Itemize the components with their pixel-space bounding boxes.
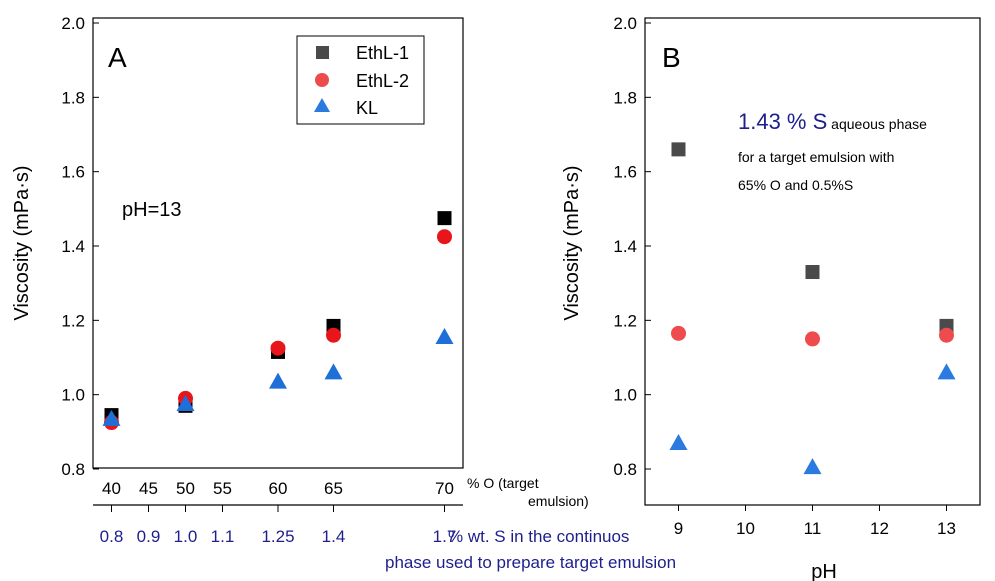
panel-a-secondary-x-label-line2: emulsion) (528, 493, 589, 509)
panel-b-annotation-line3: 65% O and 0.5%S (738, 177, 853, 193)
panel-a-point-ethl-1-4 (437, 211, 452, 226)
panel-a: A pH=13 Viscosity (mPa·s) % O (target em… (11, 17, 676, 572)
panel-a-x-tick-label-0.9: 0.9 (137, 527, 161, 546)
panel-a-y-tick-label-1.8: 1.8 (61, 88, 85, 107)
panel-b-point-kl-0 (669, 433, 688, 450)
panel-a-secondary-x-tick-label-40: 40 (102, 479, 121, 498)
panel-a-secondary-x-tick-label-70: 70 (435, 479, 454, 498)
panel-a-secondary-x-tick-label-50: 50 (176, 479, 195, 498)
panel-b-y-tick-label-1.4: 1.4 (613, 237, 637, 256)
legend-label-ethl2: EthL-2 (356, 71, 409, 91)
panel-a-x-tick-label-0.8: 0.8 (100, 527, 124, 546)
panel-b-annotation-big: 1.43 % S (738, 109, 827, 134)
panel-a-secondary-x-tick-label-60: 60 (269, 479, 288, 498)
legend-marker-kl (314, 98, 330, 112)
panel-b-annotation-line1: 1.43 % S aqueous phase (738, 109, 927, 134)
panel-a-y-tick-label-1.0: 1.0 (61, 386, 85, 405)
panel-b-annotation-small: aqueous phase (827, 116, 927, 132)
legend-label-ethl1: EthL-1 (356, 43, 409, 63)
panel-b-point-ethl-2-0 (671, 325, 686, 341)
panel-b-x-tick-label-13: 13 (937, 519, 956, 538)
panel-a-x-tick-label-1.1: 1.1 (211, 527, 235, 546)
panel-a-letter: A (108, 42, 127, 73)
panel-b-point-ethl-1-1 (805, 265, 820, 280)
panel-b-letter: B (662, 42, 681, 73)
panel-b-y-tick-label-1.0: 1.0 (613, 386, 637, 405)
panel-a-point-kl-4 (435, 328, 454, 345)
legend: EthL-1 EthL-2 KL (296, 35, 425, 125)
panel-a-y-tick-label-1.2: 1.2 (61, 311, 85, 330)
panel-a-point-kl-2 (269, 372, 287, 389)
panel-a-secondary-x-tick-label-65: 65 (324, 479, 343, 498)
panel-a-secondary-x-label-line1: % O (target (467, 475, 539, 491)
panel-a-point-kl-3 (324, 363, 343, 380)
panel-a-y-tick-label-1.6: 1.6 (61, 163, 85, 182)
legend-marker-ethl1 (316, 46, 329, 59)
panel-a-secondary-x-tick-label-45: 45 (139, 479, 158, 498)
panel-a-point-kl-0 (102, 409, 121, 426)
panel-a-x-tick-label-1.0: 1.0 (174, 527, 198, 546)
panel-a-y-axis-label: Viscosity (mPa·s) (11, 165, 33, 320)
panel-b-point-kl-1 (803, 458, 822, 475)
panel-b-point-ethl-1-0 (671, 142, 686, 157)
panel-a-point-ethl-2-3 (326, 327, 341, 343)
panel-a-point-ethl-2-4 (437, 229, 452, 245)
panel-b-y-tick-label-0.8: 0.8 (613, 460, 637, 479)
panel-b-y-tick-label-2.0: 2.0 (613, 14, 637, 33)
panel-b-y-tick-label-1.8: 1.8 (613, 88, 637, 107)
panel-b-x-tick-label-11: 11 (804, 519, 822, 538)
panel-a-secondary-x-tick-label-55: 55 (213, 479, 232, 498)
panel-a-frame (92, 17, 464, 469)
panel-a-ph-annotation: pH=13 (122, 199, 182, 221)
panel-a-point-kl-1 (176, 394, 195, 411)
panel-a-x-tick-label-1.7: 1.7 (433, 527, 457, 546)
panel-a-x-tick-label-1.25: 1.25 (261, 527, 294, 546)
panel-b-y-tick-label-1.6: 1.6 (613, 163, 637, 182)
panel-b-point-kl-2 (937, 363, 956, 380)
panel-a-x-axis-label-line2: phase used to prepare target emulsion (385, 553, 676, 572)
panel-a-y-tick-label-0.8: 0.8 (61, 460, 85, 479)
chart-marks: 0.8 1.0 1.2 1.4 1.6 1.8 2.0 40 45 50 55 60 65 70 0.8 0.… (61, 14, 956, 546)
panel-b-point-ethl-2-1 (805, 331, 820, 347)
panel-b-x-axis-label: pH (811, 561, 837, 581)
panel-a-x-tick-label-1.4: 1.4 (322, 527, 346, 546)
panel-b-y-tick-label-1.2: 1.2 (613, 311, 637, 330)
panel-b-point-ethl-2-2 (939, 327, 954, 343)
panel-b-x-tick-label-9: 9 (674, 519, 683, 538)
panel-b-x-tick-label-12: 12 (870, 519, 889, 538)
panel-a-point-ethl-2-2 (270, 340, 286, 356)
panel-a-x-axis-label-line1: % wt. S in the continuos (448, 527, 629, 546)
panel-b-annotation-line2: for a target emulsion with (738, 149, 894, 165)
panel-b-y-axis-label: Viscosity (mPa·s) (561, 165, 583, 320)
panel-a-y-tick-label-2.0: 2.0 (61, 14, 85, 33)
panel-a-y-tick-label-1.4: 1.4 (61, 237, 85, 256)
panel-b-x-tick-label-10: 10 (736, 519, 755, 538)
legend-label-kl: KL (356, 98, 378, 118)
panel-b-frame (644, 17, 981, 506)
legend-marker-ethl2 (315, 73, 329, 87)
